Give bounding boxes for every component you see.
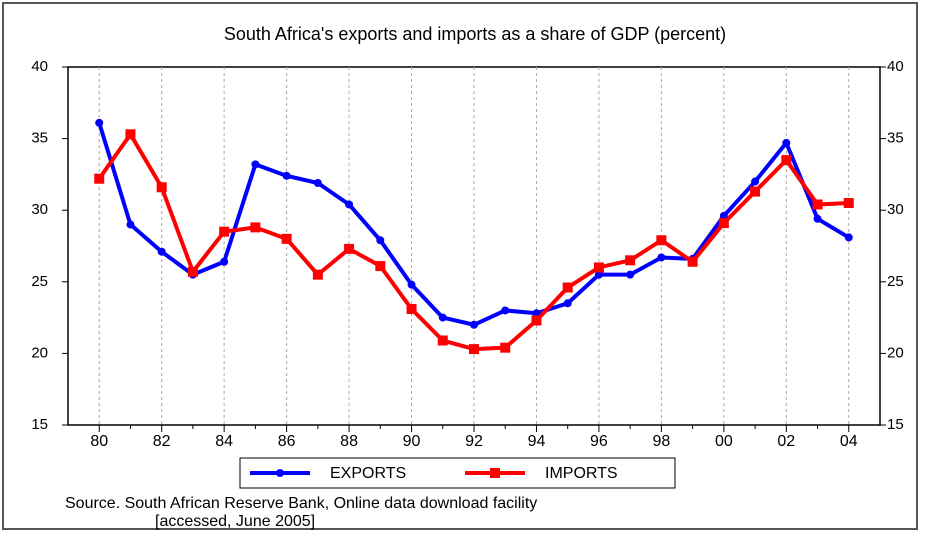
marker [656,235,667,246]
marker [220,257,229,266]
y2-tick-label: 15 [887,416,904,433]
marker [718,218,729,229]
source-line: [accessed, June 2005] [155,513,315,530]
marker [251,160,260,169]
y-tick-label: 35 [31,130,48,147]
y2-tick-label: 35 [887,130,904,147]
marker [531,315,542,326]
marker [313,178,322,187]
x-tick-label: 82 [153,433,171,450]
marker [782,138,791,147]
y2-tick-label: 25 [887,273,904,290]
marker [750,186,761,197]
marker [812,199,823,210]
y-tick-label: 15 [31,416,48,433]
y2-tick-label: 30 [887,201,904,218]
marker [344,243,355,254]
x-tick-label: 96 [590,433,608,450]
x-tick-label: 02 [777,433,795,450]
y2-tick-label: 20 [887,344,904,361]
marker [437,335,448,346]
x-tick-label: 84 [215,433,233,450]
marker [250,222,261,233]
marker [375,261,386,272]
marker [282,171,291,180]
marker [657,253,666,262]
marker [438,313,447,322]
marker [219,226,230,237]
marker [813,214,822,223]
marker [626,270,635,279]
marker [843,198,854,209]
x-tick-label: 00 [715,433,733,450]
marker [469,344,479,355]
marker [345,200,354,209]
marker [687,256,698,267]
legend-label: IMPORTS [545,465,618,482]
marker [125,129,136,140]
marker [281,233,292,244]
y-tick-label: 25 [31,273,48,290]
x-tick-label: 88 [340,433,358,450]
marker [562,282,573,293]
y-tick-label: 30 [31,201,48,218]
x-tick-label: 98 [652,433,670,450]
marker [156,182,167,193]
marker [751,177,760,186]
x-tick-label: 80 [90,433,108,450]
marker [501,306,510,315]
x-tick-label: 94 [528,433,546,450]
marker [187,266,198,277]
legend-label: EXPORTS [330,465,406,482]
legend [239,457,676,489]
marker [719,211,728,220]
chart-title: South Africa's exports and imports as a … [224,24,726,44]
marker [781,155,792,166]
marker [844,233,853,242]
marker [406,304,417,315]
marker [376,236,385,245]
frame [2,2,918,530]
source-line: Source. South African Reserve Bank, Onli… [65,495,537,512]
marker [312,269,323,280]
x-tick-label: 90 [403,433,421,450]
marker [500,342,511,353]
marker [94,173,105,184]
marker [157,247,166,256]
marker [625,255,636,266]
legend-marker [490,468,500,478]
x-tick-label: 86 [278,433,296,450]
y-tick-label: 40 [31,58,48,75]
legend-marker [276,469,284,477]
marker [470,320,478,329]
marker [563,299,572,308]
y2-tick-label: 40 [887,58,904,75]
marker [593,262,604,273]
marker [407,280,416,289]
y-tick-label: 20 [31,344,48,361]
marker [95,118,104,127]
marker [126,220,135,229]
marker [594,270,603,279]
x-tick-label: 92 [465,433,483,450]
x-tick-label: 04 [840,433,858,450]
marker [532,309,541,318]
